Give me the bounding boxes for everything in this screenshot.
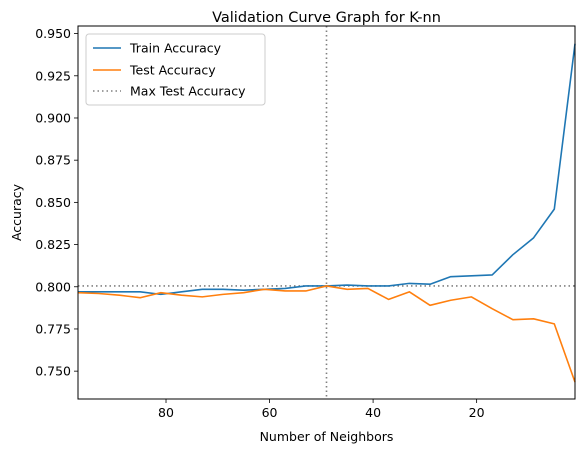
y-tick-label: 0.875 xyxy=(35,153,71,168)
x-tick-label: 80 xyxy=(158,405,174,420)
legend-label-test-accuracy: Test Accuracy xyxy=(129,63,216,78)
legend: Train Accuracy Test Accuracy Max Test Ac… xyxy=(85,33,266,106)
x-tick-label: 40 xyxy=(365,405,381,420)
legend-label-train-accuracy: Train Accuracy xyxy=(129,41,222,56)
x-axis-label: Number of Neighbors xyxy=(260,429,394,444)
y-tick-label: 0.750 xyxy=(35,364,71,379)
y-tick-label: 0.825 xyxy=(35,237,71,252)
test-accuracy-line xyxy=(77,285,576,383)
chart-title: Validation Curve Graph for K-nn xyxy=(212,10,441,26)
axes: 80 60 40 20 0.750 0.775 0.800 0.825 0.850 0.875 0.… xyxy=(35,26,484,420)
y-tick-label: 0.900 xyxy=(35,110,71,125)
x-tick-label: 60 xyxy=(262,405,278,420)
y-tick-label: 0.850 xyxy=(35,195,71,210)
y-tick-label: 0.800 xyxy=(35,279,71,294)
y-tick-label: 0.925 xyxy=(35,68,71,83)
x-tick-label: 20 xyxy=(469,405,485,420)
legend-box xyxy=(85,33,266,106)
plot-area xyxy=(77,26,576,399)
plot-frame xyxy=(77,25,576,400)
legend-label-max-test-accuracy: Max Test Accuracy xyxy=(130,84,246,99)
y-tick-label: 0.775 xyxy=(35,321,71,336)
y-axis-label: Accuracy xyxy=(9,183,24,241)
y-tick-label: 0.950 xyxy=(35,26,71,41)
